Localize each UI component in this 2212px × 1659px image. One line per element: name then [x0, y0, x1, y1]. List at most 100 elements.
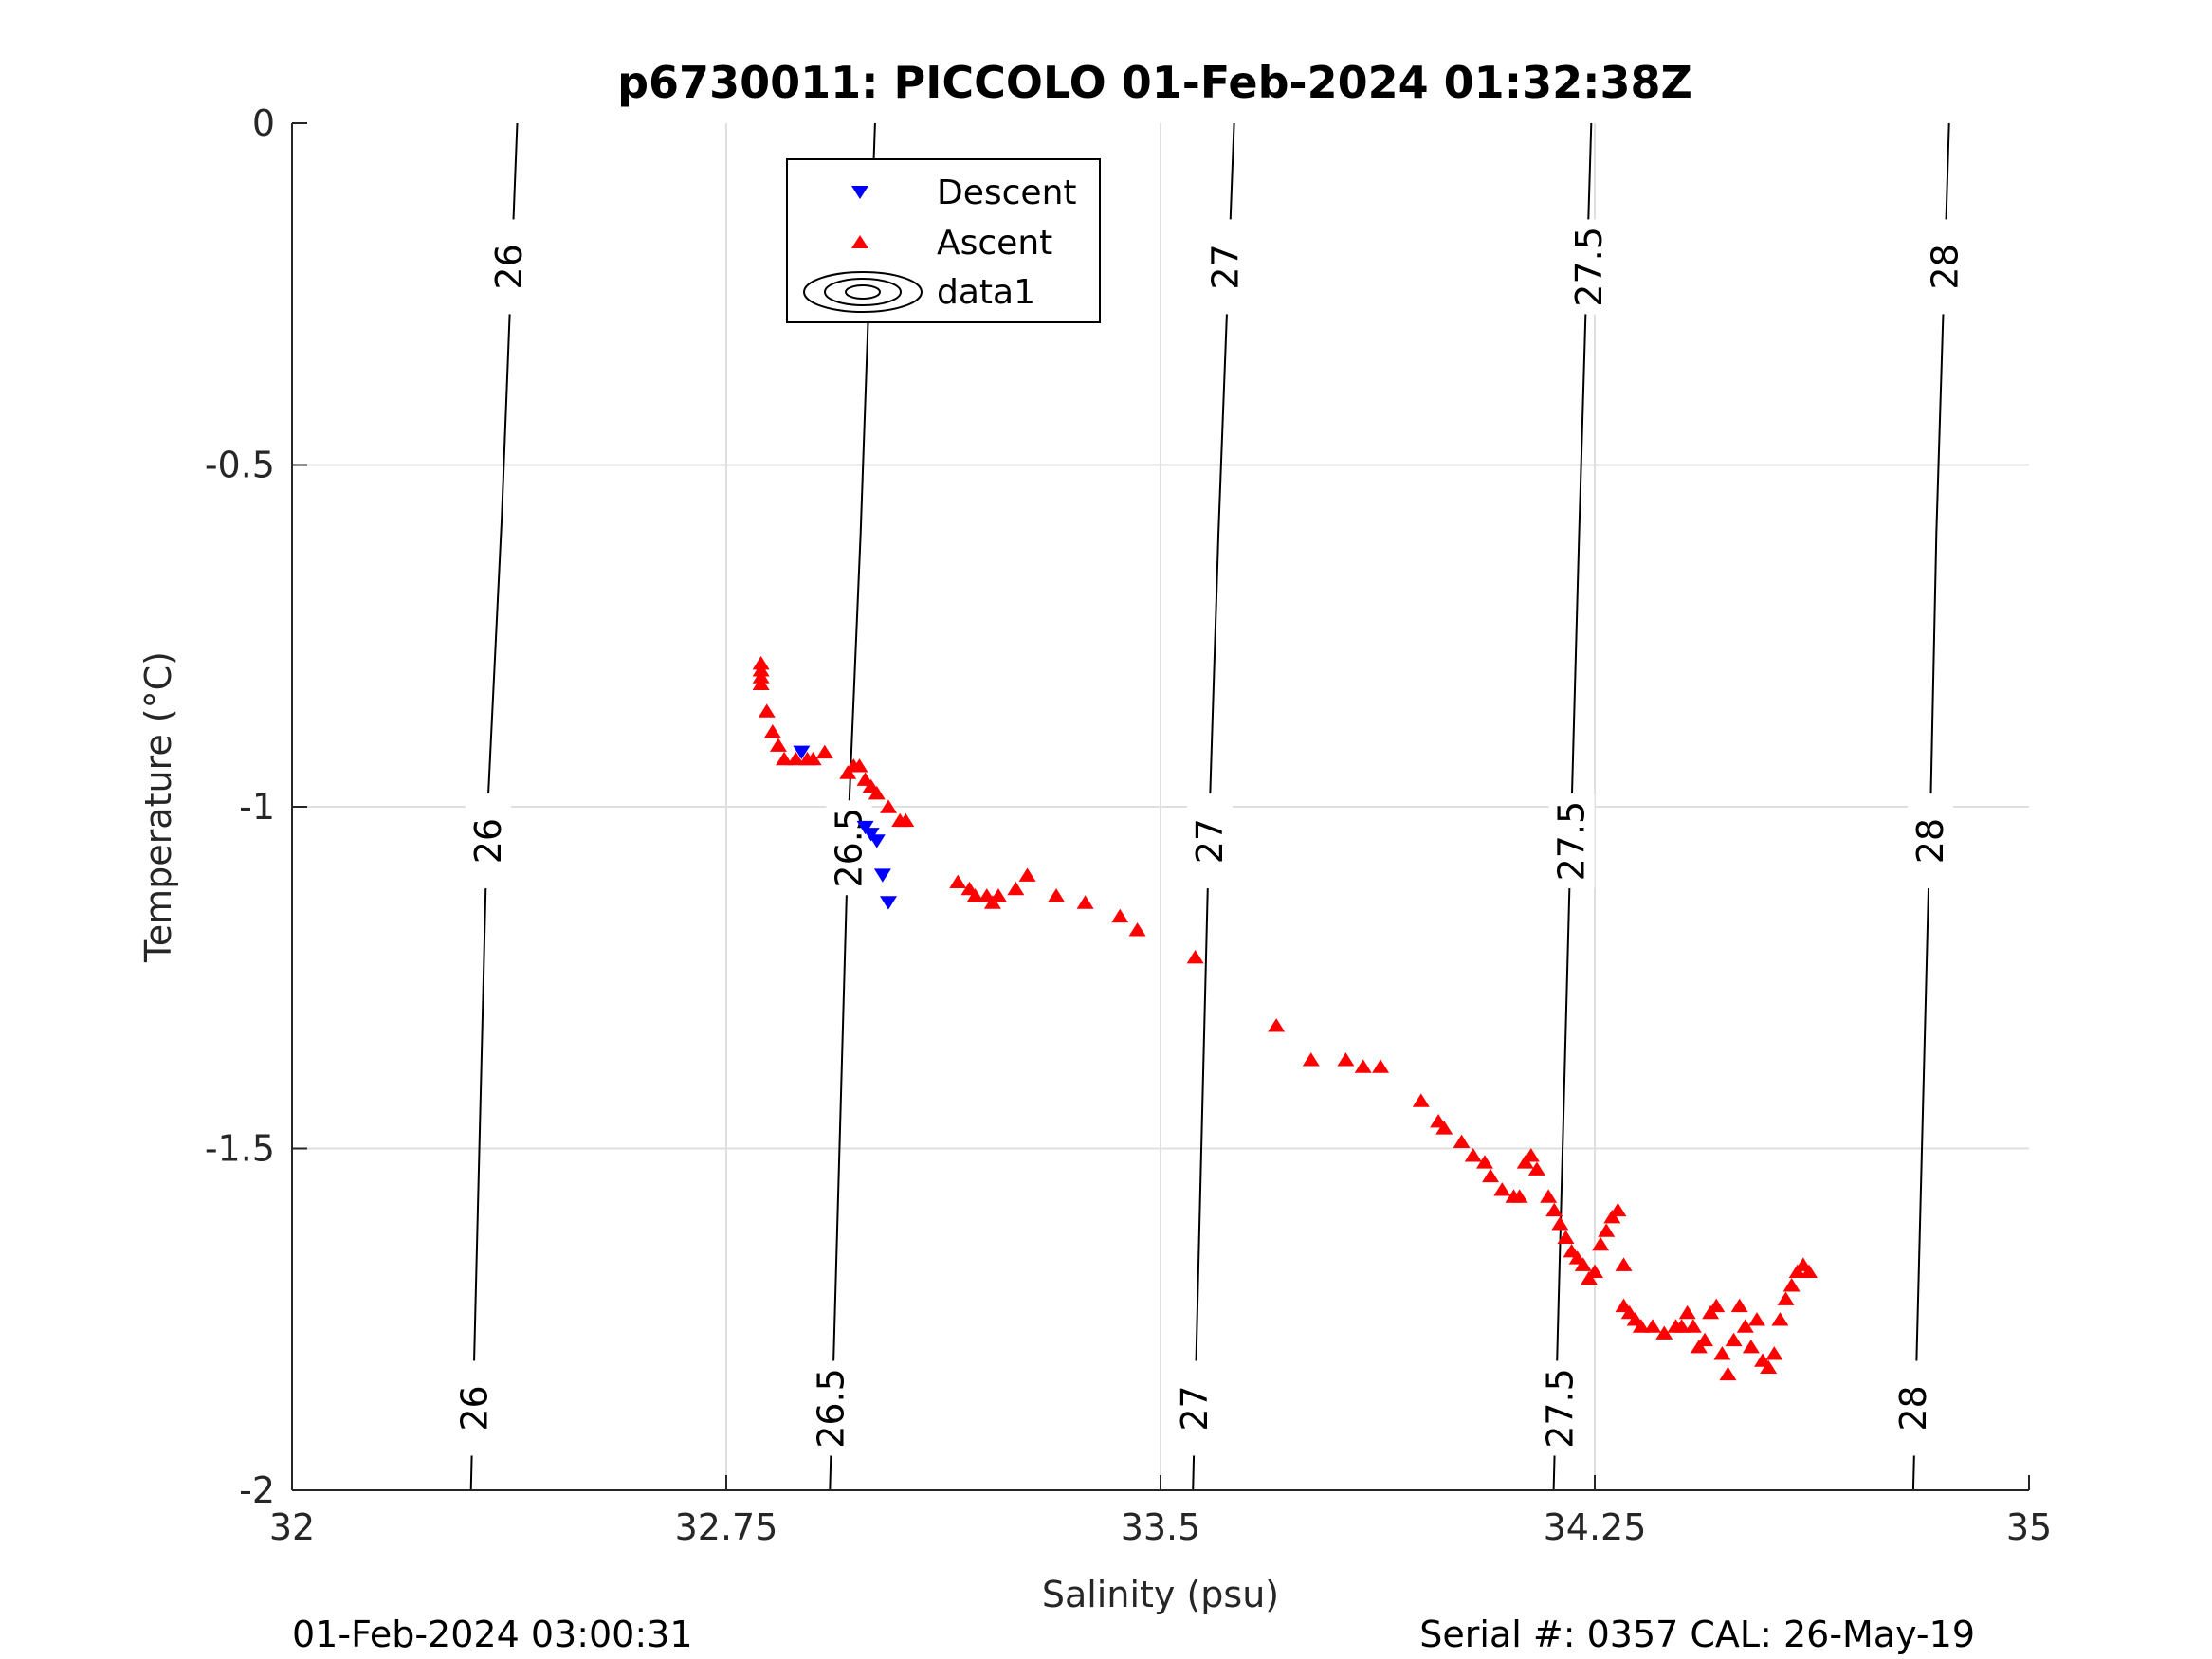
ascent-point	[1522, 1148, 1540, 1162]
ascent-point	[763, 724, 781, 738]
x-tick-label: 34.25	[1544, 1506, 1647, 1548]
ascent-point	[1673, 1319, 1691, 1333]
ascent-point	[1782, 1278, 1801, 1292]
x-axis-label: Salinity (psu)	[1042, 1574, 1279, 1615]
ascent-point	[1412, 1093, 1430, 1107]
ascent-point	[1615, 1257, 1633, 1271]
ascent-point	[769, 738, 787, 752]
ascent-point	[752, 676, 770, 690]
ascent-point	[1777, 1291, 1795, 1305]
contour-label-background	[451, 1360, 498, 1456]
contour-label: 26	[488, 244, 530, 289]
contour-label-background	[1922, 219, 1968, 315]
ascent-point	[1725, 1332, 1743, 1347]
ascent-point	[1510, 1189, 1528, 1203]
ascent-point	[1453, 1134, 1471, 1149]
legend-descent-label: Descent	[937, 173, 1077, 212]
ascent-point	[1482, 1168, 1500, 1183]
contour-label: 27	[1174, 1385, 1216, 1431]
ascent-point	[752, 663, 770, 677]
legend-contour-label: data1	[937, 273, 1035, 312]
ascent-point	[1603, 1209, 1621, 1224]
ascent-point	[1690, 1339, 1708, 1354]
ascent-point	[879, 799, 897, 813]
x-tick-label: 35	[2006, 1506, 2052, 1548]
ascent-point	[1736, 1319, 1754, 1333]
x-tick-label: 32.75	[675, 1506, 778, 1548]
ascent-point	[758, 703, 776, 718]
y-tick-label: 0	[252, 102, 275, 144]
contour-label: 26.5	[811, 1368, 852, 1449]
contour-label: 26	[453, 1385, 495, 1431]
ascent-point	[966, 888, 984, 902]
ascent-point	[1076, 895, 1094, 909]
grid-lines	[292, 123, 2029, 1490]
contour-label: 27.5	[1568, 227, 1610, 307]
ascent-point	[1760, 1359, 1778, 1374]
contour-label: 27	[1189, 818, 1231, 864]
ascent-point	[1302, 1052, 1320, 1066]
ascent-point	[839, 765, 857, 779]
y-tick-labels: 0 -0.5 -1 -1.5 -2	[205, 102, 275, 1511]
contour-label-background	[808, 1360, 854, 1456]
ascent-point	[1557, 1230, 1575, 1244]
y-axis-label: Temperature (°C)	[137, 651, 179, 963]
ascent-point	[1048, 888, 1066, 902]
legend-box	[786, 158, 1101, 323]
ascent-point	[1609, 1202, 1627, 1217]
ascent-point	[983, 895, 1001, 909]
ascent-point	[1800, 1264, 1818, 1279]
ascent-point	[1464, 1148, 1482, 1162]
ascent-point	[1574, 1257, 1592, 1271]
legend-contour-icon	[803, 271, 923, 313]
contour-label: 28	[1925, 244, 1966, 289]
contour-label-background	[826, 800, 872, 896]
contour-label-background	[1890, 1360, 1936, 1456]
ascent-point	[1592, 1236, 1610, 1251]
ascent-point	[1580, 1270, 1598, 1285]
ascent-point	[1771, 1312, 1789, 1326]
ascent-point	[949, 874, 967, 889]
legend-descent-marker	[851, 186, 868, 199]
ascent-point	[1186, 949, 1204, 964]
ascent-point	[1788, 1264, 1806, 1279]
descent-point	[856, 820, 874, 835]
contour-label: 28	[1892, 1385, 1934, 1431]
density-contour-line	[1911, 122, 1950, 1491]
ascent-point	[868, 785, 886, 800]
ascent-point	[850, 758, 868, 773]
descent-point	[862, 828, 880, 842]
footer-serial-cal: Serial #: 0357 CAL: 26-May-19	[1419, 1613, 1975, 1655]
ascent-point	[1742, 1339, 1760, 1354]
ascent-point	[1007, 881, 1025, 896]
x-tick-label: 32	[269, 1506, 315, 1548]
density-contour-line	[469, 122, 519, 1491]
x-tick-labels: 32 32.75 33.5 34.25 35	[269, 1506, 2052, 1548]
ascent-point	[1516, 1155, 1534, 1169]
contour-label-background	[1172, 1360, 1218, 1456]
ascent-point	[1586, 1264, 1603, 1279]
footer-timestamp: 01-Feb-2024 03:00:31	[292, 1613, 693, 1655]
ascent-point	[990, 888, 1008, 902]
x-tick-label: 33.5	[1121, 1506, 1201, 1548]
descent-series	[793, 745, 897, 910]
contour-label: 26.5	[829, 808, 870, 888]
ascent-point	[1372, 1059, 1390, 1073]
ascent-point	[815, 744, 833, 759]
contour-label-background	[466, 793, 512, 889]
density-contour-line	[1552, 122, 1593, 1491]
ascent-point	[1747, 1312, 1765, 1326]
ascent-point	[1354, 1059, 1372, 1073]
density-contour-line	[1192, 122, 1235, 1491]
ascent-point	[1765, 1346, 1783, 1360]
ascent-point	[787, 751, 805, 766]
ascent-point	[752, 669, 770, 684]
contour-label-background	[1908, 793, 1954, 889]
contour-label-background	[1202, 219, 1249, 315]
ascent-point	[1268, 1018, 1286, 1032]
contour-label: 28	[1910, 818, 1951, 864]
contour-label-background	[1186, 793, 1233, 889]
legend: Descent Ascent data1	[786, 158, 1101, 323]
contour-label: 26	[467, 818, 509, 864]
ascent-series	[752, 655, 1818, 1381]
